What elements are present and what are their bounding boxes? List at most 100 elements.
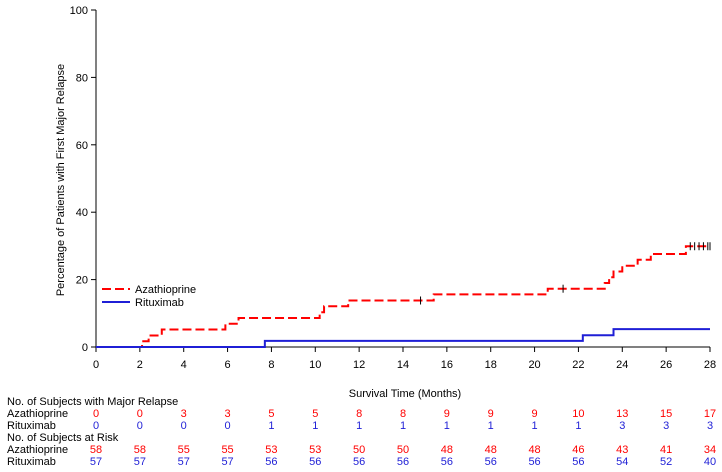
y-tick-label: 20 — [76, 275, 88, 287]
y-axis: 0 20 40 60 80 100 — [70, 5, 96, 354]
relapse-value-rituximab: 3 — [663, 420, 669, 432]
risk-value-azathioprine: 34 — [704, 444, 716, 456]
x-tick-label: 0 — [93, 359, 99, 371]
relapse-value-rituximab: 1 — [312, 420, 318, 432]
risk-value-rituximab: 56 — [397, 456, 409, 468]
relapse-table-header: No. of Subjects with Major Relapse — [7, 396, 178, 408]
x-tick-label: 24 — [616, 359, 628, 371]
relapse-value-azathioprine: 9 — [532, 408, 538, 420]
risk-value-rituximab: 40 — [704, 456, 716, 468]
risk-value-azathioprine: 50 — [353, 444, 365, 456]
risk-value-rituximab: 56 — [441, 456, 453, 468]
series-line-azathioprine — [96, 245, 710, 348]
risk-value-rituximab: 57 — [134, 456, 146, 468]
x-tick-label: 2 — [137, 359, 143, 371]
relapse-value-azathioprine: 5 — [312, 408, 318, 420]
relapse-value-rituximab: 1 — [488, 420, 494, 432]
series-line-rituximab — [96, 328, 710, 348]
risk-value-rituximab: 54 — [616, 456, 628, 468]
y-tick-label: 0 — [82, 342, 88, 354]
relapse-value-rituximab: 1 — [400, 420, 406, 432]
risk-value-azathioprine: 41 — [660, 444, 672, 456]
risk-value-azathioprine: 58 — [134, 444, 146, 456]
series-lines — [96, 242, 711, 348]
x-axis: 0 2 4 6 8 10 12 14 16 18 20 22 24 26 28 — [93, 347, 716, 371]
relapse-value-azathioprine: 0 — [137, 408, 143, 420]
risk-value-rituximab: 56 — [485, 456, 497, 468]
risk-value-azathioprine: 48 — [528, 444, 540, 456]
risk-value-rituximab: 56 — [572, 456, 584, 468]
x-tick-label: 18 — [485, 359, 497, 371]
relapse-value-azathioprine: 3 — [225, 408, 231, 420]
y-axis-label: Percentage of Patients with First Major … — [55, 64, 67, 296]
x-tick-label: 22 — [572, 359, 584, 371]
risk-value-rituximab: 56 — [353, 456, 365, 468]
x-tick-label: 10 — [309, 359, 321, 371]
risk-value-azathioprine: 43 — [616, 444, 628, 456]
risk-value-azathioprine: 55 — [221, 444, 233, 456]
risk-table-values: 0 0 3 3 5 5 8 8 9 9 9 10 13 15 170 0 0 0 1 1 1 1 1 1 1 1 3 3 358 58 55… — [90, 408, 716, 468]
relapse-value-rituximab: 1 — [444, 420, 450, 432]
risk-value-azathioprine: 53 — [309, 444, 321, 456]
risk-value-azathioprine: 58 — [90, 444, 102, 456]
risk-value-rituximab: 56 — [265, 456, 277, 468]
x-tick-label: 28 — [704, 359, 716, 371]
relapse-value-azathioprine: 13 — [616, 408, 628, 420]
risk-value-rituximab: 57 — [90, 456, 102, 468]
relapse-value-rituximab: 3 — [619, 420, 625, 432]
relapse-value-azathioprine: 10 — [572, 408, 584, 420]
x-tick-label: 4 — [181, 359, 187, 371]
relapse-value-azathioprine: 17 — [704, 408, 716, 420]
x-tick-label: 12 — [353, 359, 365, 371]
risk-value-rituximab: 57 — [221, 456, 233, 468]
risk-row-label-rituximab: Rituximab — [7, 456, 56, 468]
relapse-value-azathioprine: 8 — [356, 408, 362, 420]
y-tick-label: 60 — [76, 140, 88, 152]
relapse-value-azathioprine: 3 — [181, 408, 187, 420]
risk-value-rituximab: 56 — [309, 456, 321, 468]
risk-value-rituximab: 56 — [528, 456, 540, 468]
risk-value-azathioprine: 48 — [441, 444, 453, 456]
relapse-value-rituximab: 3 — [707, 420, 713, 432]
risk-value-azathioprine: 46 — [572, 444, 584, 456]
x-axis-label: Survival Time (Months) — [349, 388, 461, 400]
x-tick-label: 16 — [441, 359, 453, 371]
x-tick-label: 6 — [225, 359, 231, 371]
risk-row-label-azathioprine: Azathioprine — [7, 444, 68, 456]
x-tick-label: 26 — [660, 359, 672, 371]
relapse-value-rituximab: 0 — [137, 420, 143, 432]
y-tick-label: 80 — [76, 72, 88, 84]
risk-value-rituximab: 52 — [660, 456, 672, 468]
plot-frame — [95, 10, 710, 348]
relapse-value-azathioprine: 9 — [488, 408, 494, 420]
relapse-row-label-azathioprine: Azathioprine — [7, 408, 68, 420]
y-tick-label: 100 — [70, 5, 88, 17]
y-tick-label: 40 — [76, 207, 88, 219]
relapse-value-rituximab: 1 — [356, 420, 362, 432]
relapse-value-azathioprine: 8 — [400, 408, 406, 420]
relapse-value-rituximab: 1 — [532, 420, 538, 432]
relapse-value-rituximab: 1 — [268, 420, 274, 432]
relapse-value-rituximab: 0 — [225, 420, 231, 432]
risk-value-azathioprine: 55 — [178, 444, 190, 456]
x-tick-label: 14 — [397, 359, 409, 371]
risk-value-rituximab: 57 — [178, 456, 190, 468]
relapse-value-azathioprine: 9 — [444, 408, 450, 420]
legend-label-rituximab: Rituximab — [135, 297, 184, 309]
relapse-value-azathioprine: 0 — [93, 408, 99, 420]
risk-value-azathioprine: 53 — [265, 444, 277, 456]
relapse-value-rituximab: 0 — [93, 420, 99, 432]
relapse-value-rituximab: 1 — [575, 420, 581, 432]
relapse-value-rituximab: 0 — [181, 420, 187, 432]
relapse-row-label-rituximab: Rituximab — [7, 420, 56, 432]
legend-label-azathioprine: Azathioprine — [135, 284, 196, 296]
risk-table-header: No. of Subjects at Risk — [7, 432, 119, 444]
x-tick-label: 8 — [268, 359, 274, 371]
relapse-value-azathioprine: 5 — [268, 408, 274, 420]
relapse-value-azathioprine: 15 — [660, 408, 672, 420]
risk-value-azathioprine: 50 — [397, 444, 409, 456]
x-tick-label: 20 — [528, 359, 540, 371]
risk-value-azathioprine: 48 — [485, 444, 497, 456]
